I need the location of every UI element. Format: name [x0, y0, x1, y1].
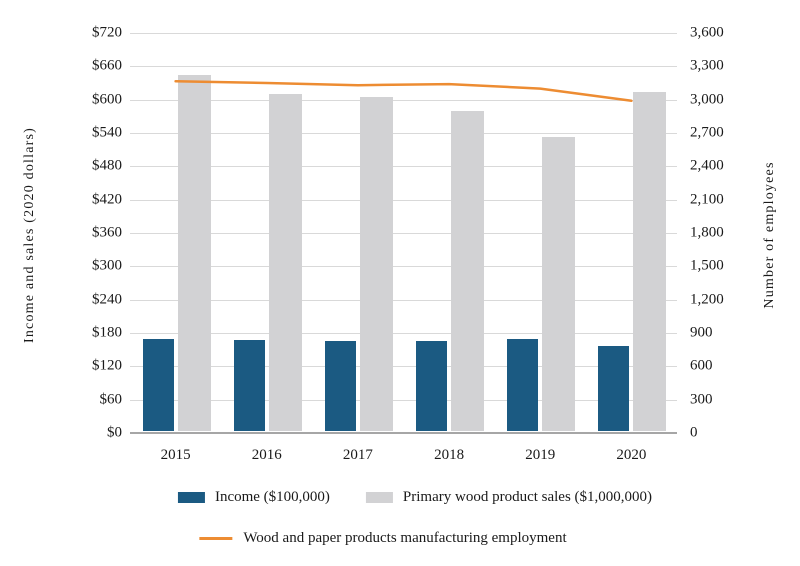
gridline [130, 166, 677, 168]
gridline [130, 366, 677, 368]
gridline [130, 266, 677, 268]
right-tick-label: 300 [690, 391, 713, 408]
right-tick-label: 1,200 [690, 291, 724, 308]
gridline [130, 333, 677, 334]
right-tick-label: 3,000 [690, 91, 724, 108]
left-tick-label: $240 [92, 291, 122, 308]
income-bar-2015 [142, 338, 174, 431]
gridline [130, 99, 677, 101]
sales-bar-2016 [268, 93, 302, 431]
x-axis-label-2017: 2017 [342, 447, 373, 463]
employment-line [174, 80, 633, 103]
left-tick-label: $60 [99, 391, 123, 408]
right-tick-label: 3,300 [690, 57, 724, 74]
plot-area [130, 33, 677, 434]
sales-bar-2015 [177, 74, 211, 431]
employment-legend-label: Wood and paper products manufacturing em… [243, 530, 567, 546]
right-tick-label: 2,400 [690, 157, 724, 174]
employment-line-layer [174, 80, 633, 103]
sales-bar-2020 [633, 92, 667, 431]
gridline [130, 233, 677, 234]
right-tick-label: 2,700 [690, 124, 724, 141]
legend-row-line: Wood and paper products manufacturing em… [199, 530, 567, 547]
left-tick-label: $300 [92, 257, 122, 274]
gridline [130, 299, 677, 301]
right-tick-label: 900 [690, 324, 713, 341]
gridline [130, 199, 677, 201]
right-tick-label: 1,800 [690, 224, 724, 241]
right-tick-label: 2,100 [690, 191, 724, 208]
x-axis-line [130, 432, 677, 434]
x-axis-label-2019: 2019 [525, 447, 556, 463]
sales-bar-2018 [451, 111, 485, 431]
right-tick-label: 1,500 [690, 257, 724, 274]
left-tick-label: $0 [107, 424, 122, 441]
income-bar-2018 [416, 341, 448, 431]
sales-bar-2019 [542, 137, 576, 431]
gridline [130, 33, 677, 34]
legend-row-bars: Income ($100,000) Primary wood product s… [177, 489, 653, 506]
x-axis-label-2016: 2016 [251, 447, 282, 463]
income-legend-swatch [177, 492, 205, 503]
left-tick-label: $660 [92, 57, 122, 74]
income-bar-2019 [507, 338, 539, 431]
x-axis-label-2018: 2018 [434, 447, 465, 463]
sales-legend-label: Primary wood product sales ($1,000,000) [402, 489, 653, 505]
right-tick-label: 600 [690, 357, 713, 374]
left-tick-label: $480 [92, 157, 122, 174]
gridline [130, 66, 677, 68]
sales-legend-swatch [365, 492, 393, 503]
left-tick-label: $120 [92, 357, 122, 374]
left-tick-label: $600 [92, 91, 122, 108]
sales-bar-2017 [359, 97, 393, 431]
income-bar-2017 [324, 341, 356, 431]
right-tick-label: 0 [690, 424, 698, 441]
left-tick-label: $540 [92, 124, 122, 141]
x-axis-label-2015: 2015 [160, 447, 191, 463]
left-tick-label: $420 [92, 191, 122, 208]
gridline [130, 133, 677, 134]
x-axis-label-2020: 2020 [616, 447, 647, 463]
employment-legend-line [199, 537, 233, 540]
income-bar-2016 [233, 339, 265, 431]
gridline [130, 399, 677, 401]
left-tick-label: $180 [92, 324, 122, 341]
right-tick-label: 3,600 [690, 24, 724, 41]
right-axis-title: Number of employees [762, 161, 777, 309]
income-bar-2020 [598, 346, 630, 431]
left-tick-label: $360 [92, 224, 122, 241]
left-tick-label: $720 [92, 24, 122, 41]
income-legend-label: Income ($100,000) [214, 489, 330, 505]
